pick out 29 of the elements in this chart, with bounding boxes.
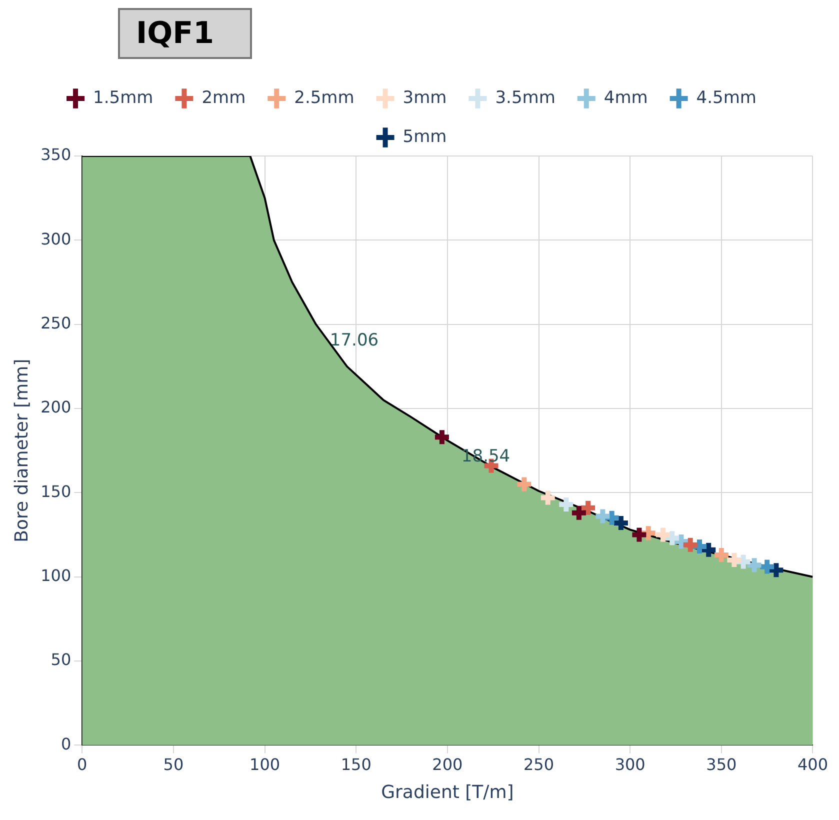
y-tick-label: 100: [40, 566, 72, 586]
chart-title: IQF1: [118, 8, 252, 59]
legend-label: 4.5mm: [696, 88, 756, 108]
y-tick-label: 150: [40, 482, 72, 501]
annotation: 17.06: [330, 330, 379, 350]
legend-label: 3.5mm: [495, 88, 556, 108]
x-tick-label: 200: [432, 754, 463, 774]
x-tick-label: 250: [523, 754, 554, 774]
legend-label: 1.5mm: [93, 88, 154, 108]
x-tick-label: 350: [706, 754, 737, 774]
legend-label: 4mm: [604, 88, 648, 108]
x-tick-label: 50: [163, 754, 184, 774]
legend-label: 2mm: [202, 88, 246, 108]
y-tick-label: 300: [40, 229, 72, 248]
y-tick-label: 200: [40, 398, 72, 417]
legend-label: 3mm: [402, 88, 447, 108]
x-tick-label: 100: [250, 754, 280, 774]
x-tick-label: 400: [797, 754, 828, 774]
x-axis-title: Gradient [T/m]: [381, 782, 514, 803]
legend-label: 2.5mm: [294, 88, 354, 108]
x-tick-label: 150: [340, 754, 372, 774]
x-tick-label: 300: [614, 754, 646, 774]
y-tick-label: 250: [40, 314, 72, 332]
y-axis-title: Bore diameter [mm]: [11, 358, 32, 542]
legend-label: 5mm: [402, 126, 447, 147]
x-tick-label: 0: [77, 754, 88, 774]
y-tick-label: 50: [50, 650, 72, 670]
y-tick-label: 0: [60, 734, 72, 754]
y-tick-label: 350: [40, 145, 72, 164]
